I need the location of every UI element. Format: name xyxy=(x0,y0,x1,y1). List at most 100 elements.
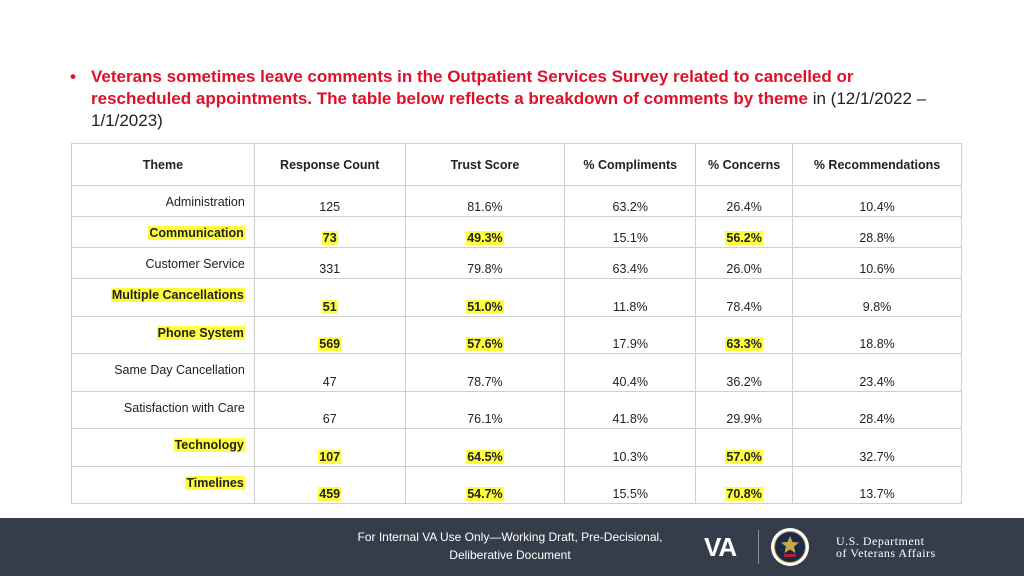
count-value: 67 xyxy=(322,412,337,426)
table-row: Same Day Cancellation 47 78.7% 40.4% 36.… xyxy=(71,353,962,392)
theme-label: Phone System xyxy=(156,326,245,340)
theme-label: Customer Service xyxy=(145,257,245,271)
intro-bullet-line: • Veterans sometimes leave comments in t… xyxy=(70,66,950,132)
table-header: Theme Response Count Trust Score % Compl… xyxy=(71,143,962,186)
theme-label: Same Day Cancellation xyxy=(114,363,245,377)
recommendations-value: 18.8% xyxy=(859,337,895,351)
compliments-cell: 10.3% xyxy=(564,428,697,467)
intro-date-range: in (12/1/2022 – 1/1/2023) xyxy=(91,89,927,130)
header-recommendations: % Recommendations xyxy=(792,143,962,186)
concerns-value: 63.3% xyxy=(725,337,763,351)
recommendations-value: 9.8% xyxy=(862,300,892,314)
trust-value: 49.3% xyxy=(466,231,504,245)
header-row: Theme Response Count Trust Score % Compl… xyxy=(71,143,962,186)
header-response-count: Response Count xyxy=(253,143,406,186)
recommendations-cell: 9.8% xyxy=(792,278,962,317)
compliments-cell: 15.5% xyxy=(564,466,697,504)
trust-cell: 78.7% xyxy=(404,353,566,392)
count-cell: 569 xyxy=(253,316,406,354)
concerns-value: 26.0% xyxy=(726,262,762,276)
table-body: Administration 125 81.6% 63.2% 26.4% 10.… xyxy=(71,185,962,504)
recommendations-cell: 28.8% xyxy=(792,216,962,248)
concerns-cell: 36.2% xyxy=(695,353,794,392)
theme-label: Multiple Cancellations xyxy=(110,288,245,302)
trust-value: 51.0% xyxy=(466,300,504,314)
trust-cell: 79.8% xyxy=(404,247,566,279)
count-cell: 107 xyxy=(253,428,406,467)
compliments-cell: 17.9% xyxy=(564,316,697,354)
trust-value: 78.7% xyxy=(467,375,503,389)
count-cell: 125 xyxy=(253,185,406,217)
compliments-value: 63.2% xyxy=(612,200,648,214)
compliments-cell: 41.8% xyxy=(564,391,697,429)
count-cell: 73 xyxy=(253,216,406,248)
count-value: 107 xyxy=(318,450,342,464)
compliments-value: 41.8% xyxy=(612,412,648,426)
concerns-value: 70.8% xyxy=(725,487,763,501)
compliments-cell: 11.8% xyxy=(564,278,697,317)
table-row: Communication 73 49.3% 15.1% 56.2% 28.8% xyxy=(71,216,962,248)
table-row: Timelines 459 54.7% 15.5% 70.8% 13.7% xyxy=(71,466,962,504)
recommendations-value: 13.7% xyxy=(859,487,895,501)
recommendations-cell: 32.7% xyxy=(792,428,962,467)
table-row: Multiple Cancellations 51 51.0% 11.8% 78… xyxy=(71,278,962,317)
compliments-value: 17.9% xyxy=(612,337,648,351)
footer-bar: For Internal VA Use Only—Working Draft, … xyxy=(0,518,1024,576)
count-value: 47 xyxy=(322,375,337,389)
theme-cell: Customer Service xyxy=(71,247,255,279)
recommendations-value: 10.6% xyxy=(859,262,895,276)
theme-label: Satisfaction with Care xyxy=(123,401,245,415)
concerns-cell: 70.8% xyxy=(695,466,794,504)
table-row: Administration 125 81.6% 63.2% 26.4% 10.… xyxy=(71,185,962,217)
count-value: 569 xyxy=(318,337,342,351)
concerns-cell: 29.9% xyxy=(695,391,794,429)
compliments-value: 15.5% xyxy=(612,487,648,501)
compliments-value: 11.8% xyxy=(612,300,648,314)
compliments-value: 63.4% xyxy=(612,262,648,276)
trust-cell: 57.6% xyxy=(404,316,566,354)
count-value: 51 xyxy=(321,300,338,314)
count-cell: 331 xyxy=(253,247,406,279)
concerns-value: 56.2% xyxy=(725,231,763,245)
concerns-cell: 57.0% xyxy=(695,428,794,467)
recommendations-value: 28.4% xyxy=(859,412,895,426)
recommendations-value: 28.8% xyxy=(859,231,895,245)
compliments-value: 10.3% xyxy=(612,450,648,464)
trust-cell: 64.5% xyxy=(404,428,566,467)
recommendations-cell: 18.8% xyxy=(792,316,962,354)
table-row: Phone System 569 57.6% 17.9% 63.3% 18.8% xyxy=(71,316,962,354)
intro-red-text: Veterans sometimes leave comments in the… xyxy=(91,67,854,108)
count-value: 73 xyxy=(321,231,338,245)
themes-table: Theme Response Count Trust Score % Compl… xyxy=(71,143,962,504)
theme-cell: Same Day Cancellation xyxy=(71,353,255,392)
table-row: Technology 107 64.5% 10.3% 57.0% 32.7% xyxy=(71,428,962,467)
footer-disclaimer: For Internal VA Use Only—Working Draft, … xyxy=(340,528,680,564)
recommendations-value: 32.7% xyxy=(859,450,895,464)
header-compliments: % Compliments xyxy=(564,143,697,186)
header-theme: Theme xyxy=(71,143,255,186)
recommendations-cell: 10.4% xyxy=(792,185,962,217)
va-department-line1: U.S. Department xyxy=(836,534,925,548)
compliments-cell: 40.4% xyxy=(564,353,697,392)
trust-value: 76.1% xyxy=(467,412,503,426)
concerns-value: 57.0% xyxy=(725,450,763,464)
recommendations-cell: 10.6% xyxy=(792,247,962,279)
theme-label: Communication xyxy=(148,226,245,240)
trust-value: 81.6% xyxy=(467,200,503,214)
theme-label: Timelines xyxy=(185,476,245,490)
va-department-name: U.S. Department of Veterans Affairs xyxy=(836,535,936,559)
concerns-value: 36.2% xyxy=(726,375,762,389)
concerns-cell: 56.2% xyxy=(695,216,794,248)
concerns-cell: 63.3% xyxy=(695,316,794,354)
theme-cell: Communication xyxy=(71,216,255,248)
trust-cell: 76.1% xyxy=(404,391,566,429)
table-row: Satisfaction with Care 67 76.1% 41.8% 29… xyxy=(71,391,962,429)
theme-cell: Phone System xyxy=(71,316,255,354)
trust-value: 64.5% xyxy=(466,450,504,464)
theme-label: Technology xyxy=(173,438,245,452)
recommendations-cell: 23.4% xyxy=(792,353,962,392)
count-value: 459 xyxy=(318,487,342,501)
table-row: Customer Service 331 79.8% 63.4% 26.0% 1… xyxy=(71,247,962,279)
recommendations-value: 23.4% xyxy=(859,375,895,389)
intro-bullet: • Veterans sometimes leave comments in t… xyxy=(70,66,950,132)
